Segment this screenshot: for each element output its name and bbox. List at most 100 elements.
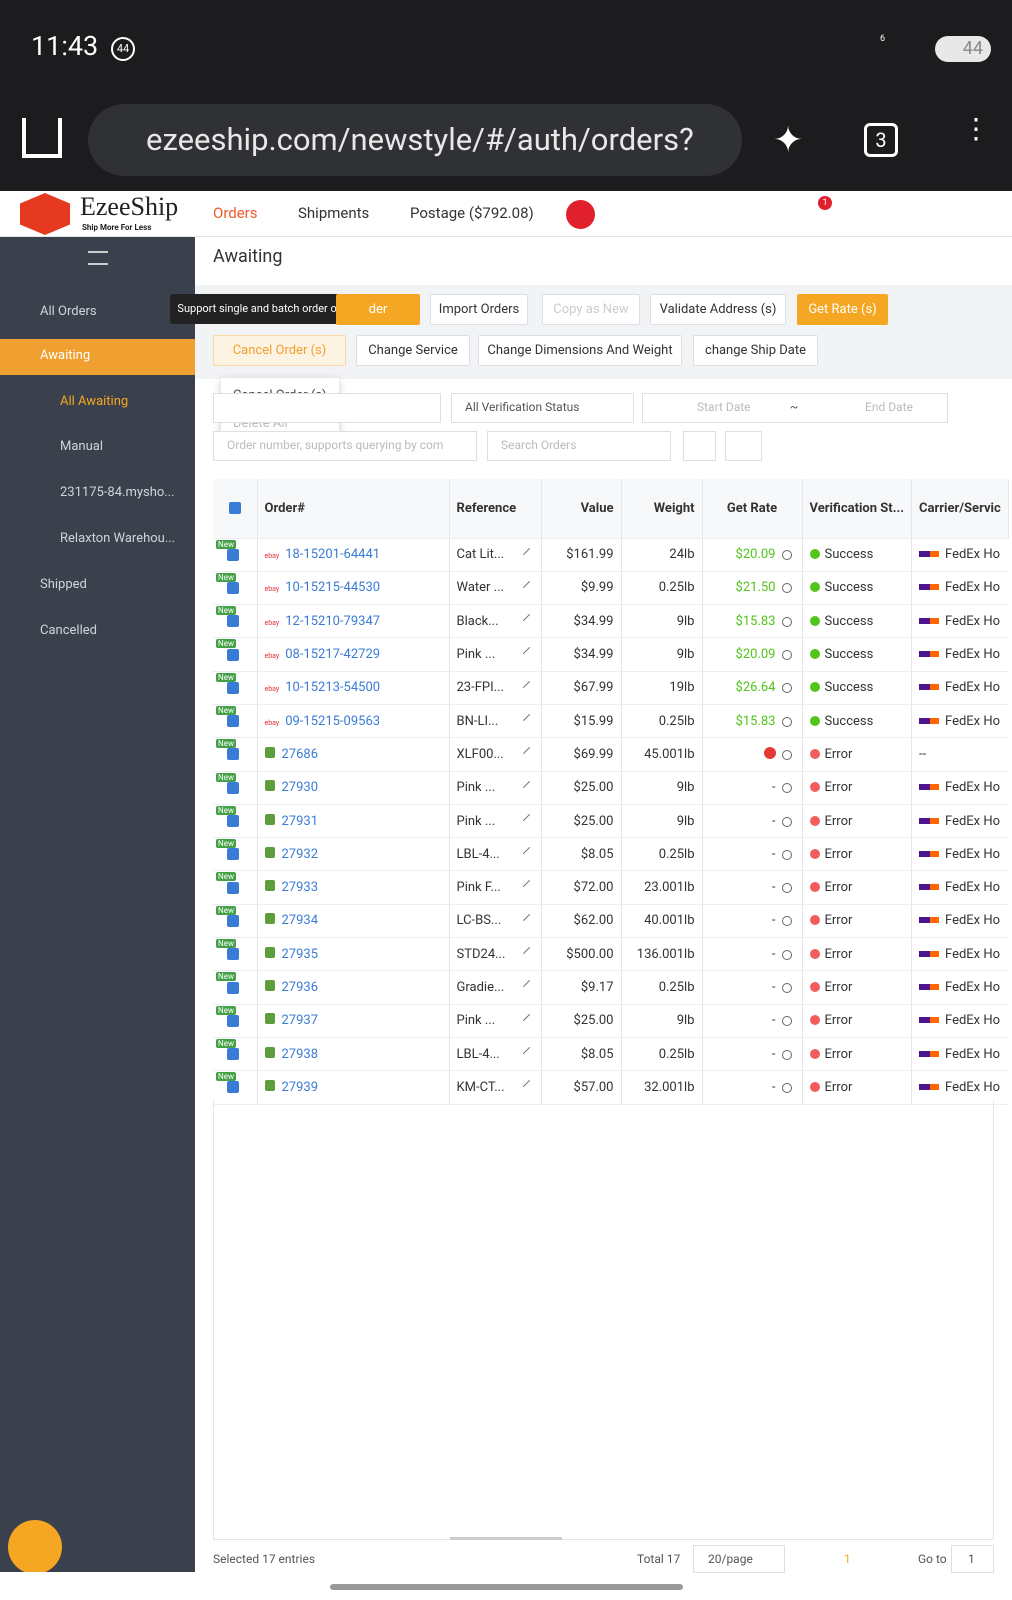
checkbox[interactable]: [227, 615, 239, 628]
refresh-icon[interactable]: [781, 983, 792, 993]
sidebar-item[interactable]: Relaxton Warehou...: [60, 531, 176, 546]
footer-text[interactable]: 1: [844, 1552, 851, 1566]
checkbox[interactable]: [227, 881, 239, 894]
assistant-icon[interactable]: ✦: [773, 119, 804, 161]
edit-icon[interactable]: [522, 747, 530, 755]
refresh-icon[interactable]: [781, 650, 792, 661]
refresh-icon[interactable]: [781, 1049, 792, 1060]
order-number[interactable]: 27930: [281, 780, 319, 796]
order-number[interactable]: 27933: [281, 880, 319, 896]
checkbox[interactable]: [227, 715, 239, 728]
refresh-icon[interactable]: [781, 816, 792, 827]
filter-box[interactable]: [451, 393, 634, 423]
sidebar-item[interactable]: Cancelled: [40, 623, 97, 638]
nav-item[interactable]: Postage ($792.08): [410, 204, 534, 222]
checkbox[interactable]: [227, 948, 239, 961]
edit-icon[interactable]: [522, 614, 530, 622]
sidebar-item[interactable]: 231175-84.mysho...: [60, 485, 175, 500]
order-number[interactable]: 27935: [281, 946, 319, 962]
refresh-icon[interactable]: [781, 583, 792, 594]
edit-icon[interactable]: [522, 713, 530, 722]
checkbox[interactable]: [227, 748, 239, 761]
edit-icon[interactable]: [522, 947, 530, 955]
collapse-icon[interactable]: [88, 251, 108, 265]
refresh-icon[interactable]: [781, 716, 792, 727]
edit-icon[interactable]: [522, 547, 530, 555]
order-number[interactable]: 27931: [281, 813, 319, 829]
toolbar-button[interactable]: change Ship Date: [693, 335, 818, 366]
chat-button[interactable]: [8, 1520, 62, 1574]
icon-button[interactable]: [683, 431, 716, 461]
order-number[interactable]: 12-15210-79347: [285, 613, 381, 629]
calendar-icon[interactable]: [566, 200, 595, 229]
checkbox[interactable]: [228, 502, 241, 515]
refresh-icon[interactable]: [781, 749, 792, 760]
edit-icon[interactable]: [522, 913, 530, 921]
checkbox[interactable]: [227, 1048, 239, 1061]
order-number[interactable]: 27939: [281, 1079, 319, 1095]
toolbar-button[interactable]: Change Dimensions And Weight: [478, 335, 682, 366]
sidebar-item[interactable]: Manual: [60, 439, 103, 454]
edit-icon[interactable]: [522, 1046, 530, 1054]
toolbar-button[interactable]: Get Rate (s): [797, 294, 888, 325]
url-bar[interactable]: ezeeship.com/newstyle/#/auth/orders?: [88, 104, 742, 176]
toolbar-button[interactable]: der: [336, 294, 420, 325]
order-number[interactable]: 10-15213-54500: [285, 680, 381, 696]
refresh-icon[interactable]: [781, 949, 792, 960]
refresh-icon[interactable]: [781, 849, 792, 860]
order-number[interactable]: 18-15201-64441: [285, 547, 381, 563]
checkbox[interactable]: [227, 1081, 239, 1094]
order-number[interactable]: 27938: [281, 1046, 319, 1062]
checkbox[interactable]: [227, 781, 239, 794]
order-number[interactable]: 27936: [281, 980, 319, 995]
refresh-icon[interactable]: [781, 1016, 792, 1027]
order-number[interactable]: 09-15215-09563: [285, 713, 381, 729]
menu-button[interactable]: ⋮: [962, 112, 990, 145]
checkbox[interactable]: [227, 648, 239, 661]
filter-box[interactable]: [487, 431, 671, 461]
sidebar-item[interactable]: Awaiting: [40, 348, 91, 363]
filter-box[interactable]: [213, 431, 477, 461]
checkbox[interactable]: [227, 815, 239, 828]
refresh-icon[interactable]: [781, 683, 792, 694]
edit-icon[interactable]: [522, 680, 530, 688]
toolbar-button[interactable]: Import Orders: [430, 294, 528, 325]
checkbox[interactable]: [227, 848, 239, 861]
edit-icon[interactable]: [522, 580, 530, 588]
refresh-icon[interactable]: [781, 1082, 792, 1093]
refresh-icon[interactable]: [781, 883, 792, 894]
refresh-icon[interactable]: [781, 616, 792, 627]
edit-icon[interactable]: [522, 880, 530, 888]
checkbox[interactable]: [227, 681, 239, 694]
checkbox[interactable]: [227, 1014, 239, 1027]
refresh-icon[interactable]: [781, 916, 792, 927]
order-number[interactable]: 08-15217-42729: [285, 647, 381, 663]
order-number[interactable]: 27934: [281, 913, 319, 929]
edit-icon[interactable]: [522, 1080, 530, 1088]
edit-icon[interactable]: [522, 813, 530, 821]
order-number[interactable]: 10-15215-44530: [285, 580, 381, 596]
refresh-icon[interactable]: [781, 783, 792, 794]
edit-icon[interactable]: [522, 847, 530, 855]
edit-icon[interactable]: [522, 980, 530, 988]
checkbox[interactable]: [227, 581, 239, 594]
sidebar-item[interactable]: All Awaiting: [60, 394, 129, 409]
order-number[interactable]: 27686: [281, 746, 319, 762]
toolbar-button[interactable]: Cancel Order (s): [213, 335, 346, 366]
goto-input[interactable]: [951, 1545, 994, 1573]
nav-item[interactable]: Shipments: [298, 204, 370, 222]
page-size-select[interactable]: [693, 1545, 785, 1573]
checkbox[interactable]: [227, 914, 239, 927]
icon-button[interactable]: [725, 431, 762, 461]
toolbar-button[interactable]: Change Service: [356, 335, 470, 366]
order-number[interactable]: 27937: [281, 1013, 319, 1029]
sidebar-item[interactable]: All Orders: [40, 304, 97, 319]
edit-icon[interactable]: [522, 1013, 530, 1021]
tabs-button[interactable]: 3: [864, 123, 898, 157]
edit-icon[interactable]: [522, 647, 530, 655]
order-number[interactable]: 27932: [281, 846, 319, 862]
toolbar-button[interactable]: Validate Address (s): [650, 294, 786, 325]
nav-item[interactable]: Orders: [213, 204, 258, 222]
sidebar-item[interactable]: Shipped: [40, 577, 87, 592]
toolbar-button[interactable]: Copy as New: [542, 294, 640, 325]
